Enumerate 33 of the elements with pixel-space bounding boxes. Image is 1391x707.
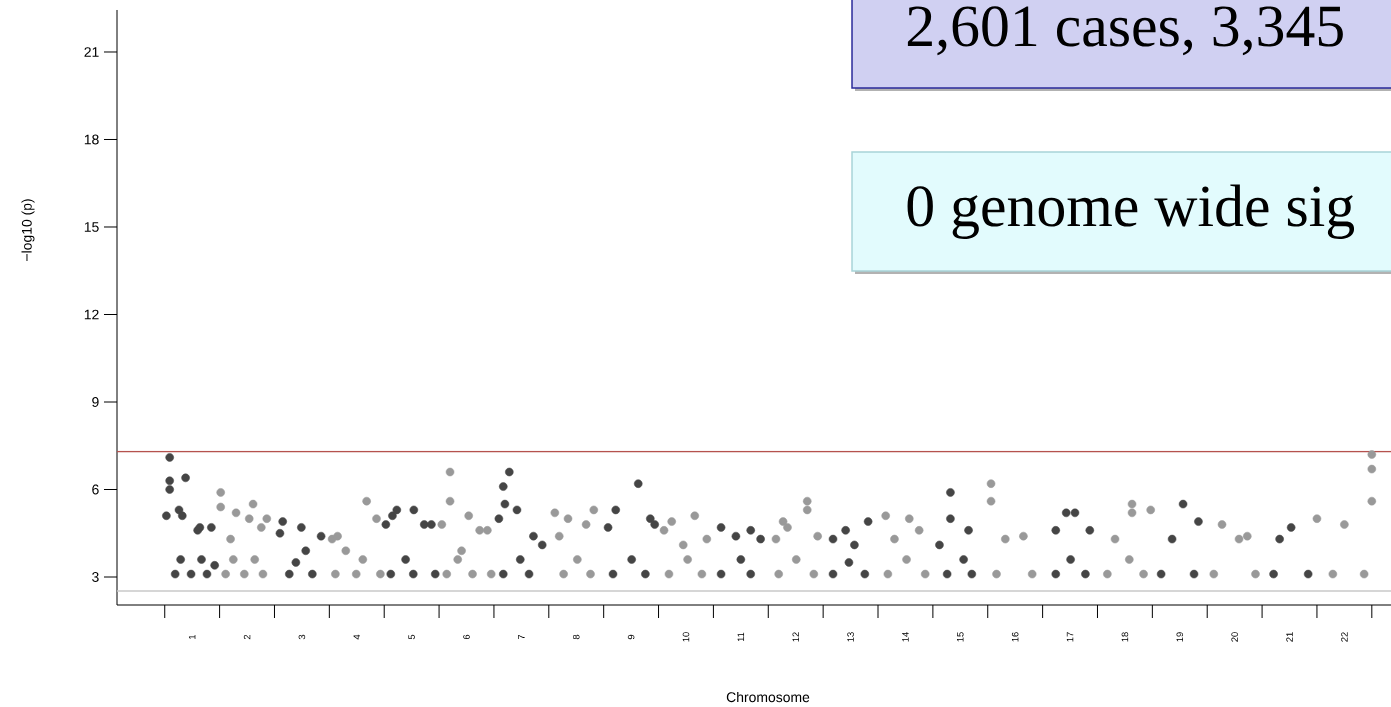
x-tick-label: 15 (957, 632, 964, 642)
x-tick-label: 14 (902, 632, 909, 642)
x-tick-label: 21 (1286, 632, 1293, 642)
x-tick-label: 16 (1011, 632, 1019, 642)
y-axis-title: −log10 (p) (21, 199, 35, 261)
x-tick-label: 20 (1231, 632, 1238, 642)
x-tick-label: 17 (1066, 632, 1074, 642)
y-tick-label: 18 (84, 134, 99, 145)
x-tick-label: 1 (188, 634, 196, 639)
annotation: 2,601 cases, 3,345 (907, 6, 1343, 56)
x-axis-title: Chromosome (726, 691, 810, 703)
y-tick-label: 6 (92, 484, 99, 495)
x-tick-label: 11 (737, 632, 745, 642)
x-tick-label: 12 (792, 632, 799, 642)
x-tick-label: 2 (243, 634, 251, 640)
x-tick-label: 18 (1121, 632, 1129, 642)
y-tick-label: 12 (84, 309, 99, 320)
x-tick-label: 19 (1176, 632, 1184, 642)
x-tick-label: 13 (847, 632, 854, 642)
x-tick-label: 22 (1341, 632, 1348, 642)
x-tick-label: 4 (353, 634, 360, 640)
x-tick-label: 7 (518, 634, 525, 640)
x-tick-label: 10 (682, 632, 690, 642)
x-tick-label: 9 (627, 634, 635, 640)
x-tick-label: 3 (298, 634, 306, 640)
x-tick-label: 5 (408, 634, 415, 640)
y-tick-label: 21 (84, 47, 99, 57)
annotation: 0 genome wide sig (907, 184, 1355, 239)
x-tick-label: 6 (463, 634, 470, 640)
y-tick-label: 9 (92, 397, 99, 407)
x-tick-label: 8 (572, 634, 580, 640)
y-tick-label: 3 (92, 572, 99, 582)
y-tick-label: 15 (84, 222, 99, 232)
